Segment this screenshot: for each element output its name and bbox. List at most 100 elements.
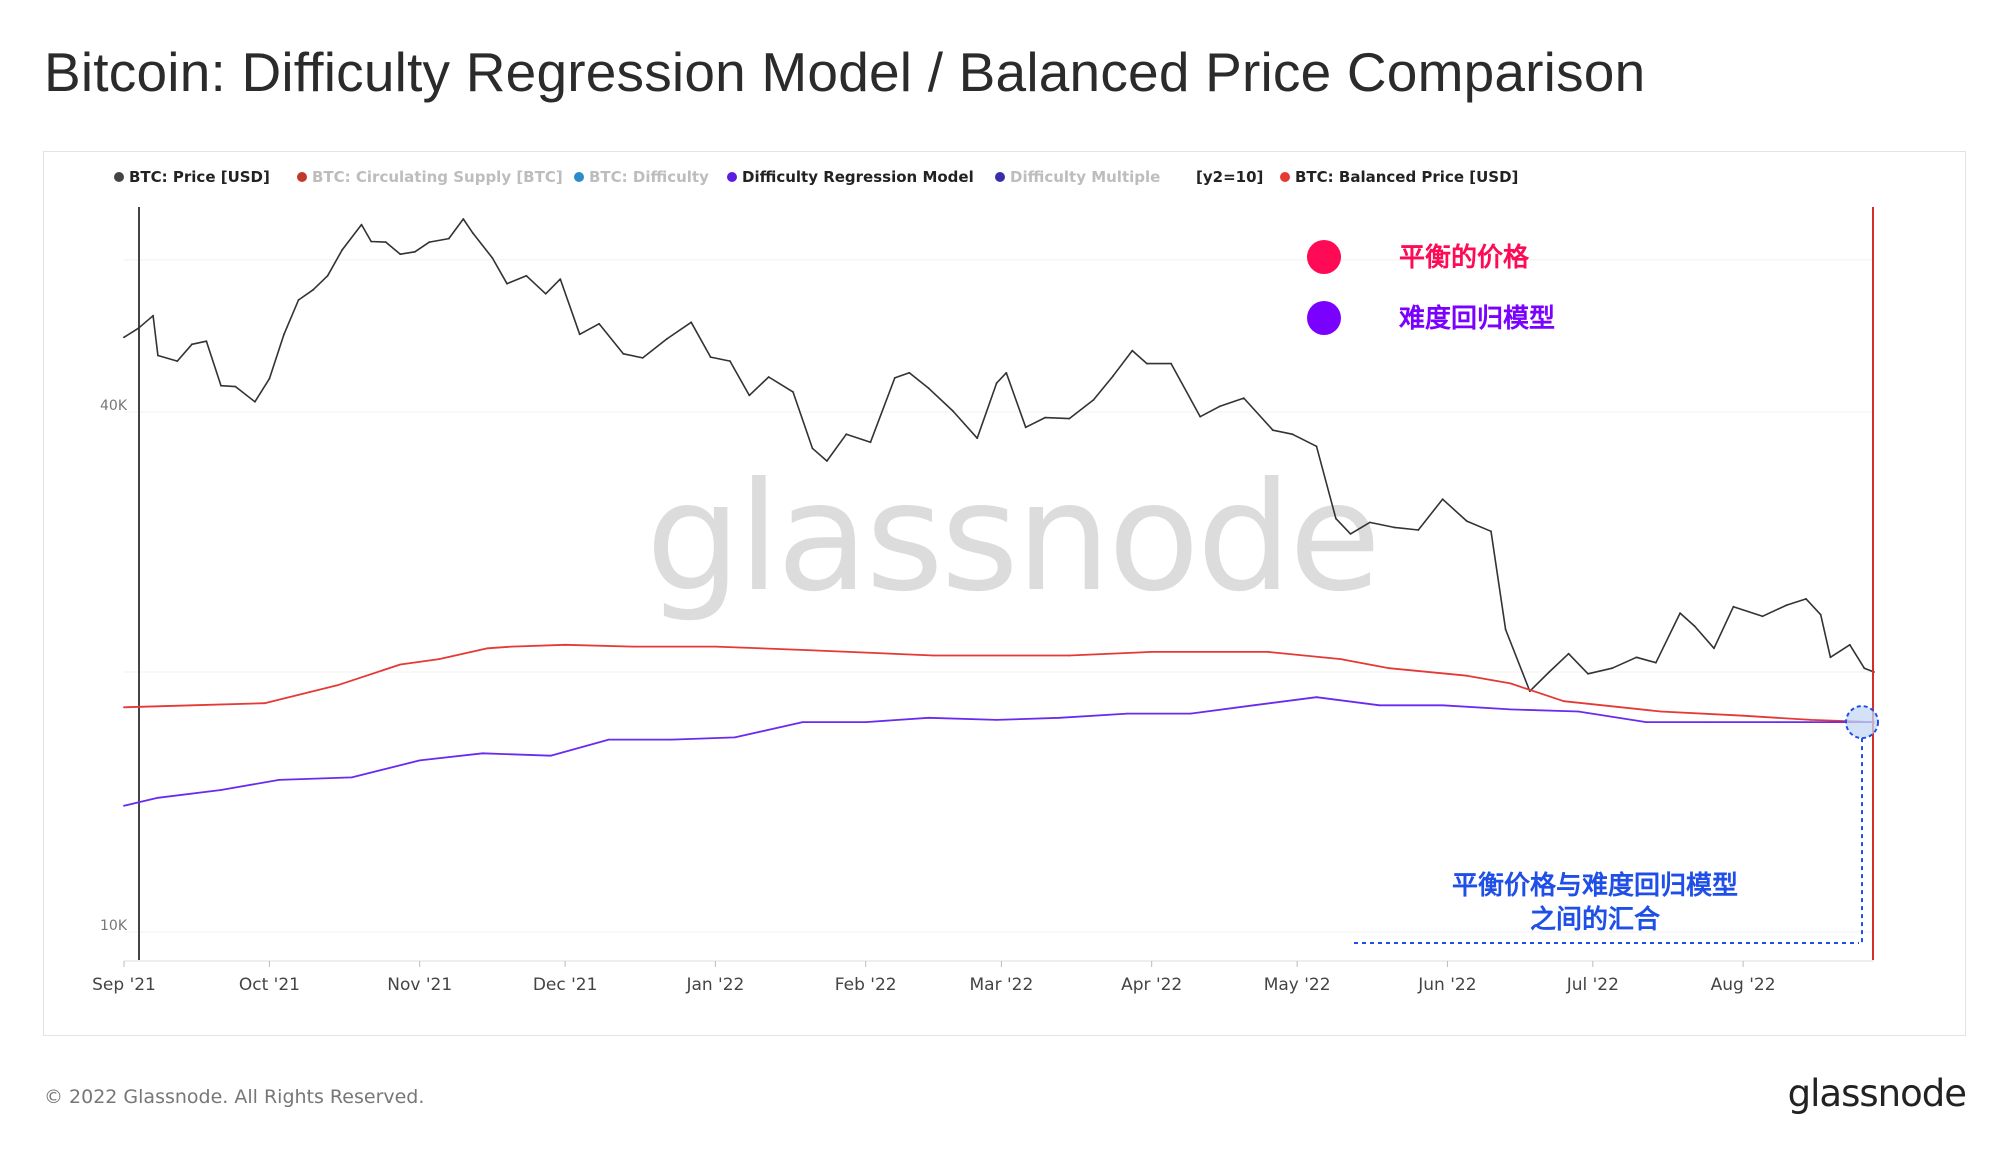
data-point (1092, 399, 1095, 401)
x-tick-label: Oct '21 (239, 975, 300, 995)
data-point (670, 738, 673, 741)
data-point (1509, 682, 1512, 685)
legend-item[interactable]: Difficulty Multiple (995, 168, 1160, 186)
data-point (1112, 375, 1114, 378)
chart-annotations: 平衡的价格 难度回归模型 平衡价格与难度回归模型 之间的汇合 (1307, 240, 1879, 944)
data-point (932, 654, 935, 657)
data-point (191, 704, 193, 707)
data-point (1170, 362, 1172, 365)
legend-label: Difficulty Multiple (1010, 168, 1160, 186)
series-2 (123, 696, 1875, 807)
data-point (806, 649, 809, 651)
legend-item[interactable]: [y2=10] (1196, 168, 1263, 186)
data-point (370, 240, 373, 243)
data-point (549, 754, 552, 757)
legend-item[interactable]: Difficulty Regression Model (727, 168, 974, 186)
data-point (1242, 397, 1245, 399)
data-point (152, 314, 154, 317)
legend-label: BTC: Price [USD] (129, 168, 270, 186)
data-point (1199, 415, 1202, 418)
data-point (598, 322, 600, 325)
legend-item[interactable]: BTC: Circulating Supply [BTC] (297, 168, 563, 186)
data-point (1679, 612, 1681, 614)
legend-item[interactable]: BTC: Balanced Price [USD] (1280, 168, 1518, 186)
difficulty-model-marker-dot (1307, 301, 1341, 335)
x-tick-label: Sep '21 (92, 975, 156, 995)
y-axis: 10K 40K (100, 207, 140, 960)
data-point (1126, 712, 1129, 715)
data-point (1848, 643, 1851, 646)
x-tick-label: Jun '22 (1417, 975, 1476, 995)
data-point (641, 357, 644, 359)
data-point (1490, 530, 1492, 533)
data-point (506, 282, 508, 285)
data-point (191, 343, 193, 346)
data-point (525, 274, 528, 277)
data-point (399, 253, 402, 256)
data-point (709, 356, 712, 358)
legend-label: BTC: Balanced Price [USD] (1295, 168, 1518, 186)
data-point (811, 447, 814, 450)
data-point (1504, 628, 1507, 631)
convergence-annotation-line1: 平衡价格与难度回归模型 (1452, 870, 1738, 901)
data-point (1252, 704, 1255, 707)
data-point (1659, 710, 1662, 713)
data-point (1732, 605, 1735, 608)
data-point (1577, 710, 1580, 713)
data-point (1805, 598, 1807, 600)
difficulty-model-annotation: 难度回归模型 (1399, 303, 1555, 334)
legend-item[interactable]: BTC: Price [USD] (114, 168, 270, 186)
data-point (952, 410, 954, 412)
x-tick-label: May '22 (1264, 975, 1331, 995)
legend-label: [y2=10] (1196, 168, 1263, 186)
data-point (384, 241, 387, 243)
data-point (1349, 533, 1352, 535)
data-point (1393, 526, 1395, 529)
data-point (123, 336, 125, 339)
data-point (1131, 349, 1134, 352)
data-point (1388, 667, 1391, 670)
data-point (714, 645, 717, 648)
data-point (1713, 647, 1715, 650)
data-point (1058, 716, 1061, 719)
data-point (1635, 656, 1638, 659)
data-point (326, 274, 329, 277)
data-point (447, 237, 450, 240)
series-1 (123, 643, 1875, 723)
chart-legend[interactable]: BTC: Price [USD] BTC: Circulating Supply … (114, 168, 1518, 186)
data-point (1189, 712, 1192, 715)
data-point (1562, 700, 1565, 703)
data-point (263, 702, 266, 705)
page-title: Bitcoin: Difficulty Regression Model / B… (44, 41, 1646, 103)
data-point (491, 257, 494, 259)
data-point (1611, 667, 1614, 670)
data-point (220, 384, 222, 387)
data-point (622, 352, 625, 355)
data-point (157, 796, 159, 799)
data-point (559, 278, 562, 280)
data-point (826, 460, 828, 462)
legend-dot-icon (727, 172, 737, 182)
x-tick-label: Feb '22 (835, 975, 897, 995)
data-point (845, 433, 848, 436)
data-point (666, 338, 668, 340)
data-point (414, 250, 416, 253)
series-line (123, 218, 1875, 692)
x-tick-label: Jan '22 (685, 975, 744, 995)
data-point (1587, 672, 1589, 675)
glassnode-logo[interactable]: glassnode (1787, 1072, 1967, 1115)
balanced-price-marker-dot (1307, 240, 1341, 274)
y-tick-label: 40K (100, 398, 128, 414)
data-point (1044, 416, 1046, 419)
data-point (481, 752, 484, 755)
legend-item[interactable]: BTC: Difficulty (574, 168, 709, 186)
data-point (1417, 529, 1420, 531)
data-point (927, 716, 930, 719)
data-point (733, 736, 736, 739)
legend-dot-icon (297, 172, 307, 182)
data-point (1655, 661, 1657, 664)
data-point (418, 759, 421, 762)
glassnode-watermark: glassnode (646, 451, 1378, 625)
data-point (748, 394, 751, 397)
legend-dot-icon (114, 172, 124, 182)
